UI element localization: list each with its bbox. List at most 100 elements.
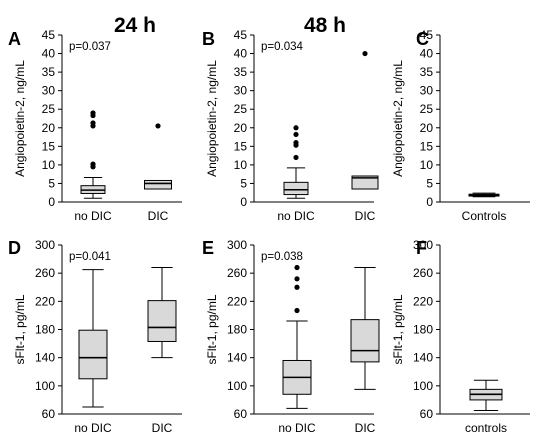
y-tick-label: 100: [413, 379, 433, 393]
box-iqr: [283, 181, 309, 196]
box-iqr: [78, 329, 108, 380]
panel-a: A 0 5 10 15 20 25 30 35 40 45 Angiopoietin-2, ng/mL…: [8, 28, 182, 223]
x-category-label: Controls: [462, 209, 507, 223]
y-tick-label: 15: [420, 139, 434, 153]
panel-b: B 0 5 10 15 20 25 30 35 40 45 Angiopoietin-2, ng/mL…: [202, 28, 379, 223]
x-category-label: DIC: [152, 421, 173, 435]
panel-f: F 60 100 140 180 220 260 300 sFlt-1, pg/mL contro…: [391, 238, 530, 435]
box-dic: [144, 123, 172, 190]
box-dic: [351, 50, 379, 190]
y-tick-label: 260: [413, 266, 433, 280]
y-tick-label: 20: [420, 121, 434, 135]
y-tick-label: 30: [42, 84, 56, 98]
y-tick-label: 40: [420, 47, 434, 61]
box-no-dic: [283, 125, 309, 199]
outlier-point: [293, 140, 299, 146]
y-tick-label: 30: [420, 84, 434, 98]
outlier-point: [294, 307, 300, 314]
y-tick-label: 220: [413, 294, 433, 308]
panel-letter: C: [416, 29, 429, 49]
y-tick-label: 5: [48, 176, 55, 190]
panel-letter: A: [8, 29, 21, 49]
y-tick-label: 140: [227, 351, 247, 365]
y-tick-label: 100: [35, 379, 55, 393]
box-controls: [468, 192, 500, 198]
x-category-label: DIC: [148, 209, 169, 223]
panels: A 0 5 10 15 20 25 30 35 40 45 Angiopoietin-2, ng/mL…: [8, 28, 530, 435]
box-controls: [469, 379, 503, 411]
y-tick-label: 15: [234, 139, 248, 153]
panel-d: D 60 100 140 180 220 260 300 sFlt-1, pg/mL p=0.04…: [8, 238, 182, 435]
y-axis-label: sFlt-1, pg/mL: [205, 294, 219, 364]
y-tick-label: 10: [420, 158, 434, 172]
y-tick-label: 35: [420, 65, 434, 79]
box-no-dic: [282, 264, 312, 409]
outlier-point: [293, 131, 299, 138]
y-tick-label: 300: [35, 238, 55, 252]
y-tick-label: 140: [413, 351, 433, 365]
y-tick-label: 180: [413, 323, 433, 337]
y-tick-label: 260: [35, 266, 55, 280]
x-category-label: no DIC: [277, 209, 315, 223]
y-axis-label: Angiopoietin-2, ng/mL: [391, 60, 405, 177]
y-tick-label: 0: [240, 195, 247, 209]
y-tick-label: 10: [42, 158, 56, 172]
y-tick-label: 25: [42, 102, 56, 116]
y-tick-label: 20: [234, 121, 248, 135]
y-tick-label: 60: [420, 407, 434, 421]
outlier-point: [90, 110, 96, 116]
y-tick-label: 0: [48, 195, 55, 209]
y-tick-label: 140: [35, 351, 55, 365]
x-category-label: controls: [465, 421, 507, 435]
y-tick-label: 40: [234, 47, 248, 61]
y-tick-label: 100: [227, 379, 247, 393]
y-tick-label: 20: [42, 121, 56, 135]
panel-letter: F: [416, 238, 427, 258]
panel-e: E 60 100 140 180 220 260 300 sFlt-1, pg/mL p=0.03…: [202, 238, 380, 435]
outlier-point: [293, 125, 299, 131]
p-value-label: p=0.034: [261, 41, 303, 53]
outlier-point: [90, 161, 96, 167]
x-category-label: no DIC: [74, 421, 112, 435]
y-tick-label: 25: [420, 102, 434, 116]
y-tick-label: 5: [240, 176, 247, 190]
y-axis-label: sFlt-1, pg/mL: [13, 294, 27, 364]
y-tick-label: 5: [426, 176, 433, 190]
y-tick-label: 15: [42, 139, 56, 153]
box-dic: [350, 267, 380, 390]
outlier-point: [293, 154, 299, 161]
box-iqr: [144, 179, 172, 190]
column-title-24h: 24 h: [114, 14, 156, 37]
y-tick-label: 35: [42, 65, 56, 79]
x-category-label: DIC: [355, 209, 376, 223]
box-iqr: [351, 175, 379, 190]
column-title-48h: 48 h: [304, 14, 346, 37]
y-tick-label: 45: [42, 28, 56, 42]
y-tick-label: 25: [234, 102, 248, 116]
outlier-point: [294, 264, 300, 271]
panel-c: C 0 5 10 15 20 25 30 35 40 45 Angiopoietin-2, ng/mL…: [391, 28, 530, 223]
y-tick-label: 45: [420, 28, 434, 42]
y-tick-label: 30: [234, 84, 248, 98]
y-tick-label: 35: [234, 65, 248, 79]
p-value-label: p=0.037: [69, 41, 111, 53]
panel-letter: B: [202, 29, 215, 49]
x-category-label: DIC: [355, 421, 376, 435]
y-tick-label: 300: [227, 238, 247, 252]
y-axis-label: sFlt-1, pg/mL: [391, 294, 405, 364]
y-tick-label: 180: [35, 323, 55, 337]
y-tick-label: 60: [42, 407, 56, 421]
x-category-label: no DIC: [278, 421, 316, 435]
panel-letter: D: [8, 238, 21, 258]
y-axis-label: Angiopoietin-2, ng/mL: [205, 60, 219, 177]
box-dic: [147, 267, 177, 359]
box-iqr: [350, 319, 380, 363]
box-no-dic: [78, 269, 108, 408]
outlier-point: [155, 123, 161, 129]
box-no-dic: [80, 110, 106, 199]
y-tick-label: 220: [227, 294, 247, 308]
p-value-label: p=0.038: [261, 251, 303, 263]
box-iqr: [147, 300, 177, 342]
y-tick-label: 220: [35, 294, 55, 308]
